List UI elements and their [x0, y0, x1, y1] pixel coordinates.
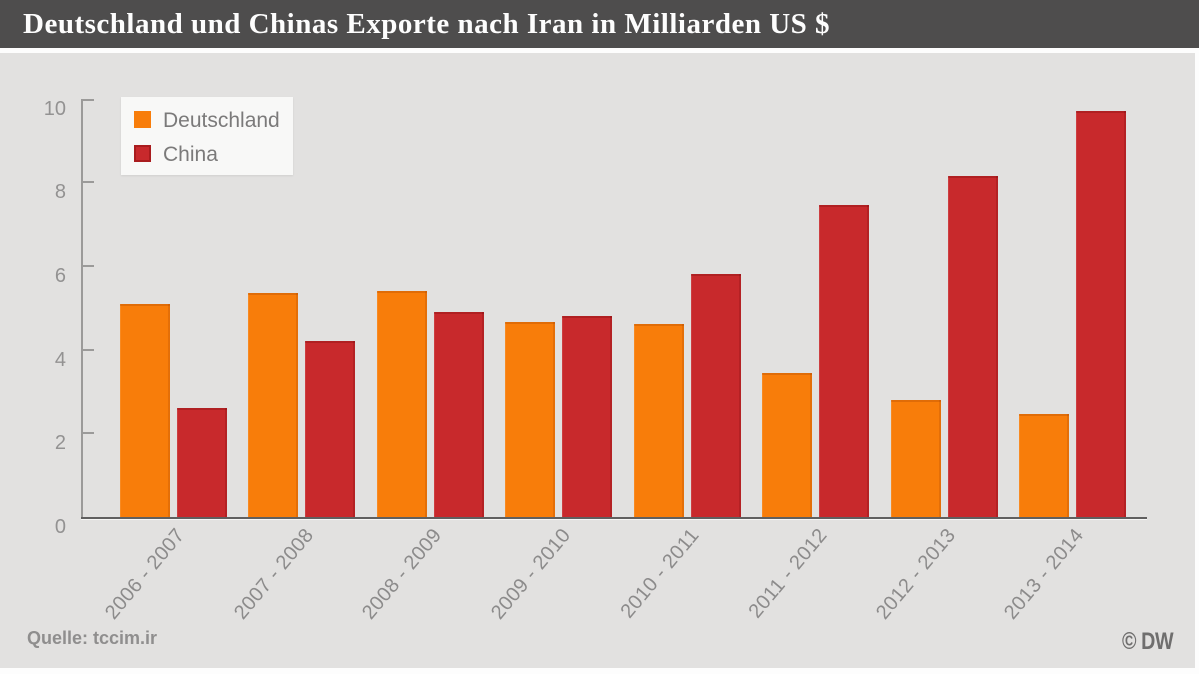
x-axis-highlight — [81, 519, 1147, 520]
bar-china-2009-2010 — [562, 316, 612, 517]
x-category-label-2006-2007: 2006 - 2007 — [101, 524, 190, 624]
legend-label-china: China — [163, 143, 218, 166]
bar-deutschland-2011-2012 — [762, 373, 812, 517]
y-tick-label-2: 2 — [54, 432, 66, 454]
y-tick-label-4: 4 — [54, 349, 66, 371]
bar-china-2011-2012 — [819, 205, 869, 517]
x-category-label-2010-2011: 2010 - 2011 — [615, 524, 704, 623]
title-bar: Deutschland und Chinas Exporte nach Iran… — [0, 0, 1199, 48]
x-category-label-2007-2008: 2007 - 2008 — [229, 524, 319, 624]
chart-background: 0 2 4 6 8 10 2006 - 2007 2007 - 2008 2008 - 2009… — [0, 53, 1195, 668]
bar-china-2006-2007 — [177, 408, 227, 517]
bar-deutschland-2008-2009 — [377, 291, 427, 517]
bar-china-2013-2014 — [1076, 111, 1126, 517]
x-category-label-2011-2012: 2011 - 2012 — [744, 524, 832, 623]
source-note: Quelle: tccim.ir — [27, 628, 158, 648]
y-tick-2 — [81, 432, 94, 435]
bar-china-2010-2011 — [691, 274, 741, 517]
x-category-label-2009-2010: 2009 - 2010 — [486, 524, 575, 624]
bar-china-2012-2013 — [948, 176, 998, 517]
chart-title: Deutschland und Chinas Exporte nach Iran… — [23, 8, 831, 40]
y-tick-8 — [81, 181, 94, 184]
china-color-swatch — [134, 145, 151, 162]
bar-deutschland-2009-2010 — [505, 322, 555, 517]
x-category-label-2008-2009: 2008 - 2009 — [358, 524, 447, 624]
bar-china-2007-2008 — [305, 341, 355, 517]
x-category-label-2013-2014: 2013 - 2014 — [1000, 524, 1089, 624]
bar-deutschland-2007-2008 — [248, 293, 298, 517]
bar-deutschland-2013-2014 — [1019, 414, 1069, 517]
y-tick-label-0: 0 — [54, 516, 66, 538]
x-category-label-2012-2013: 2012 - 2013 — [871, 524, 961, 624]
y-tick-6 — [81, 264, 94, 267]
deutschland-color-swatch — [134, 111, 151, 128]
chart-legend: Deutschland China — [121, 97, 293, 175]
dw-copyright: © DW — [1122, 628, 1174, 655]
bar-china-2008-2009 — [434, 312, 484, 517]
y-tick-label-10: 10 — [43, 98, 66, 120]
bar-deutschland-2010-2011 — [634, 324, 684, 517]
y-tick-10 — [81, 98, 94, 101]
y-tick-label-6: 6 — [54, 265, 66, 287]
y-tick-label-8: 8 — [54, 181, 66, 203]
x-axis-line — [81, 517, 1147, 519]
legend-label-deutschland: Deutschland — [163, 109, 280, 132]
y-tick-4 — [81, 348, 94, 351]
bar-deutschland-2012-2013 — [891, 400, 941, 517]
y-axis-line — [81, 98, 83, 517]
bar-deutschland-2006-2007 — [120, 304, 170, 517]
